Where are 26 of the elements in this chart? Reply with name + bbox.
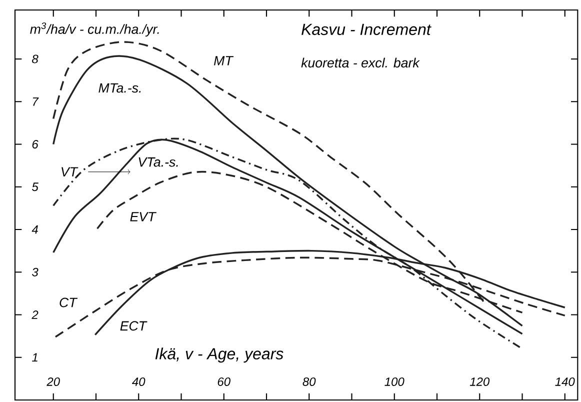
x-tick-label: 40 <box>132 377 146 386</box>
text: kuoretta - excl. bark <box>301 58 420 68</box>
x-tick-label: 20 <box>46 377 60 386</box>
y-tick-label: 6 <box>32 140 38 149</box>
series-label: MT <box>214 56 234 66</box>
series-label: EVT <box>130 212 156 222</box>
y-tick-label: 5 <box>32 182 38 192</box>
y-tick-label: 7 <box>32 97 39 106</box>
x-axis-title: Ikä, v - Age, years <box>155 348 284 363</box>
series-label: MTa.-s. <box>98 83 141 93</box>
y-tick-label: 8 <box>32 54 38 64</box>
text: Kasvu - Increment <box>302 24 432 36</box>
x-tick-label: 140 <box>555 377 575 386</box>
x-tick-label: 80 <box>302 377 316 386</box>
y-tick-label: 4 <box>32 225 38 234</box>
y-axis-title: m$^{3}$/ha/v - cu.m./ha./yr. <box>30 22 159 37</box>
series-label: CT <box>60 298 78 308</box>
y-tick-label: 2 <box>32 310 38 319</box>
y-tick-label: 3 <box>32 268 38 276</box>
x-tick-label: 60 <box>218 377 230 386</box>
series-label: ECT <box>120 321 148 331</box>
series-label: VT. <box>62 167 78 176</box>
x-tick-label: 100 <box>384 377 404 386</box>
x-tick-label: 120 <box>470 377 490 386</box>
y-tick-label: 1 <box>32 353 38 362</box>
series-label: VTa.-s. <box>138 157 178 167</box>
